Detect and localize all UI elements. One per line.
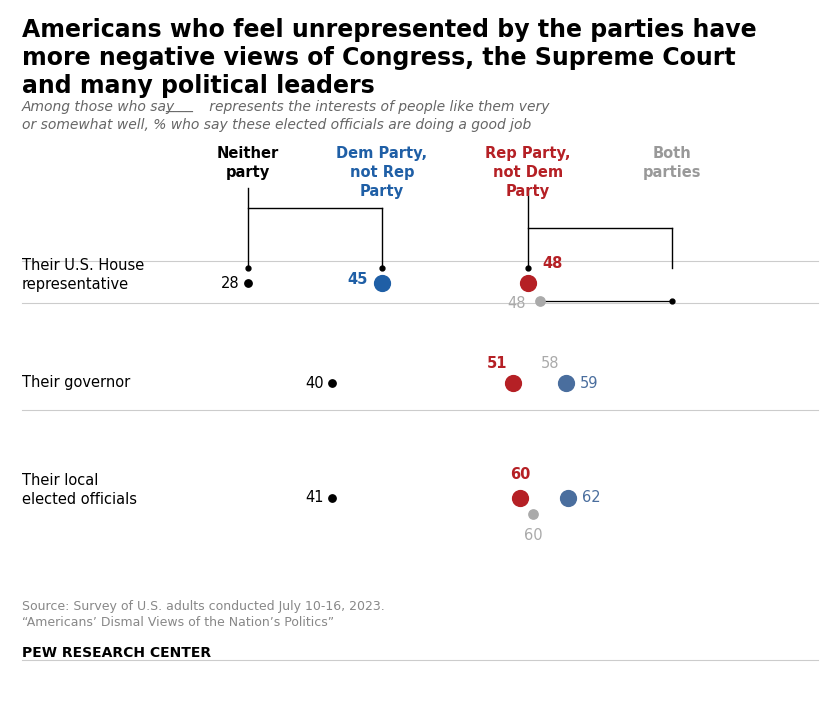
Text: Their U.S. House
representative: Their U.S. House representative [22,258,144,292]
Text: 60: 60 [523,528,543,543]
Text: Neither
party: Neither party [217,146,279,180]
Text: Among those who say        represents the interests of people like them very
or : Among those who say represents the inter… [22,100,550,132]
Text: ____: ____ [165,99,193,113]
Text: Source: Survey of U.S. adults conducted July 10-16, 2023.: Source: Survey of U.S. adults conducted … [22,600,385,613]
Text: “Americans’ Dismal Views of the Nation’s Politics”: “Americans’ Dismal Views of the Nation’s… [22,616,334,629]
Point [561,493,575,504]
Text: 59: 59 [580,376,598,391]
Point [507,377,520,388]
Text: Their governor: Their governor [22,376,130,391]
Text: 41: 41 [306,490,324,505]
Text: 45: 45 [348,271,368,286]
Text: 58: 58 [541,356,559,371]
Text: Americans who feel unrepresented by the parties have: Americans who feel unrepresented by the … [22,18,757,42]
Text: more negative views of Congress, the Supreme Court: more negative views of Congress, the Sup… [22,46,736,70]
Point [533,295,547,307]
Point [527,508,540,520]
Point [522,277,535,289]
Point [325,377,339,388]
Point [559,377,573,388]
Text: 28: 28 [222,276,240,291]
Text: Dem Party,
not Rep
Party: Dem Party, not Rep Party [337,146,428,200]
Point [325,493,339,504]
Text: Rep Party,
not Dem
Party: Rep Party, not Dem Party [486,146,570,200]
Text: Their local
elected officials: Their local elected officials [22,472,137,508]
Text: 48: 48 [542,256,562,271]
Text: PEW RESEARCH CENTER: PEW RESEARCH CENTER [22,646,211,660]
Text: Both
parties: Both parties [643,146,701,180]
Text: 51: 51 [486,356,507,371]
Text: 62: 62 [582,490,601,505]
Point [375,277,389,289]
Point [241,277,255,289]
Text: 40: 40 [306,376,324,391]
Point [513,493,527,504]
Text: 48: 48 [507,296,526,310]
Text: 60: 60 [510,467,530,482]
Text: and many political leaders: and many political leaders [22,74,375,98]
